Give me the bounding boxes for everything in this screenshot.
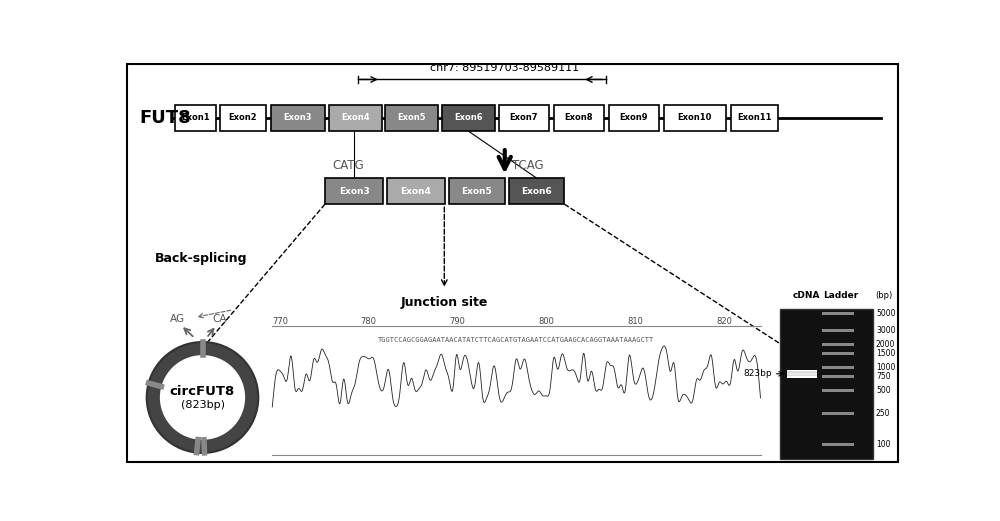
Bar: [442, 105, 495, 131]
Text: Exon6: Exon6: [454, 114, 483, 122]
Text: TCAG: TCAG: [512, 159, 544, 172]
Text: Exon6: Exon6: [521, 187, 552, 195]
Text: 800: 800: [538, 317, 554, 326]
Text: 810: 810: [627, 317, 643, 326]
Text: (823bp): (823bp): [180, 400, 224, 410]
Bar: [822, 442, 854, 445]
Text: Exon7: Exon7: [509, 114, 538, 122]
Text: Junction site: Junction site: [401, 296, 488, 309]
Text: chr7: 89519703-89589111: chr7: 89519703-89589111: [430, 63, 579, 73]
Text: Exon5: Exon5: [397, 114, 426, 122]
Text: Exon5: Exon5: [461, 187, 492, 195]
Text: 5000: 5000: [876, 309, 895, 318]
Bar: [664, 105, 726, 131]
Bar: [387, 178, 445, 204]
Text: FUT8: FUT8: [139, 109, 191, 127]
Bar: [822, 389, 854, 392]
Text: 3000: 3000: [876, 326, 895, 335]
Text: Back-splicing: Back-splicing: [154, 252, 247, 265]
Bar: [787, 370, 817, 378]
Text: Exon4: Exon4: [341, 114, 369, 122]
Text: 820: 820: [716, 317, 732, 326]
Text: 1500: 1500: [876, 349, 895, 358]
Bar: [822, 343, 854, 346]
Text: Exon11: Exon11: [737, 114, 772, 122]
Bar: [822, 412, 854, 415]
Bar: [329, 105, 382, 131]
Text: 790: 790: [450, 317, 465, 326]
Text: 100: 100: [876, 440, 890, 449]
Text: Exon1: Exon1: [181, 114, 210, 122]
Bar: [787, 373, 817, 375]
Text: 750: 750: [876, 373, 891, 381]
Bar: [325, 178, 383, 204]
Bar: [175, 105, 216, 131]
Bar: [449, 178, 505, 204]
Bar: [822, 329, 854, 332]
Text: Exon10: Exon10: [677, 114, 712, 122]
Text: 770: 770: [272, 317, 288, 326]
Text: Ladder: Ladder: [823, 291, 858, 300]
Text: Exon4: Exon4: [401, 187, 431, 195]
Bar: [822, 312, 854, 315]
Bar: [220, 105, 266, 131]
Text: 780: 780: [361, 317, 377, 326]
Bar: [609, 105, 659, 131]
Text: Exon3: Exon3: [284, 114, 312, 122]
Bar: [822, 366, 854, 369]
Circle shape: [160, 355, 245, 440]
Circle shape: [147, 342, 258, 453]
Text: 1000: 1000: [876, 363, 895, 372]
Bar: [780, 309, 873, 459]
Bar: [271, 105, 325, 131]
Text: 2000: 2000: [876, 340, 895, 349]
Text: 823bp: 823bp: [744, 369, 772, 378]
Text: 500: 500: [876, 386, 891, 395]
Bar: [731, 105, 778, 131]
Bar: [554, 105, 604, 131]
Text: cDNA: cDNA: [792, 291, 820, 300]
Bar: [385, 105, 438, 131]
Text: CA: CA: [212, 314, 227, 324]
Bar: [509, 178, 564, 204]
Text: Exon2: Exon2: [228, 114, 257, 122]
Text: Exon9: Exon9: [620, 114, 648, 122]
Text: Exon8: Exon8: [565, 114, 593, 122]
Text: (bp): (bp): [875, 291, 892, 300]
Bar: [822, 375, 854, 378]
Text: 250: 250: [876, 409, 890, 418]
Text: AG: AG: [170, 314, 185, 324]
Bar: [787, 373, 817, 375]
Text: Exon3: Exon3: [339, 187, 369, 195]
Bar: [822, 352, 854, 355]
Bar: [499, 105, 549, 131]
Text: CATG: CATG: [333, 159, 364, 172]
Text: TGGTCCAGCGGAGAATAACATATCTTCAGCATGTAGAATCCATGAAGCACAGGTAAATAAAGCTT: TGGTCCAGCGGAGAATAACATATCTTCAGCATGTAGAATC…: [378, 337, 654, 343]
Text: circFUT8: circFUT8: [170, 385, 235, 398]
Bar: [787, 371, 817, 377]
